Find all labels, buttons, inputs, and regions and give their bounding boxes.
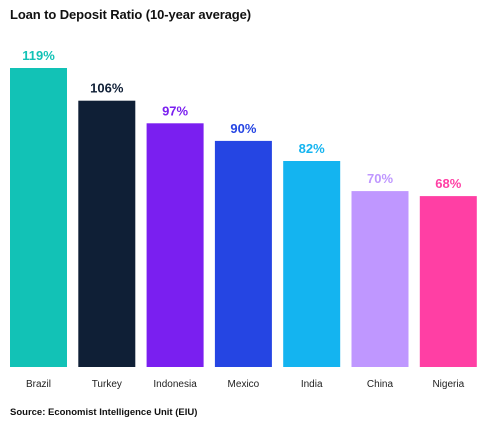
bars-group <box>10 68 477 367</box>
category-label-nigeria: Nigeria <box>432 379 464 390</box>
value-label-china: 70% <box>367 171 393 186</box>
value-label-brazil: 119% <box>22 48 55 63</box>
bar-turkey <box>78 100 136 367</box>
value-label-india: 82% <box>299 141 325 156</box>
value-label-nigeria: 68% <box>435 176 461 191</box>
category-labels-group: Brazil Turkey Indonesia Mexico India China Nig… <box>26 379 465 390</box>
value-label-indonesia: 97% <box>162 103 188 118</box>
bar-mexico <box>214 140 272 367</box>
category-label-china: China <box>367 379 394 390</box>
value-label-turkey: 106% <box>90 81 124 96</box>
category-label-mexico: Mexico <box>228 379 260 390</box>
value-label-mexico: 90% <box>230 121 256 136</box>
category-label-indonesia: Indonesia <box>153 379 197 390</box>
category-label-turkey: Turkey <box>92 379 122 390</box>
value-labels-group: 119% 106% 97% 90% 82% 70% 68% <box>22 48 462 191</box>
category-label-india: India <box>301 379 323 390</box>
bar-brazil <box>10 68 67 367</box>
source-note: Source: Economist Intelligence Unit (EIU… <box>10 407 198 418</box>
chart-title: Loan to Deposit Ratio (10-year average) <box>10 7 251 22</box>
bar-india <box>283 161 341 367</box>
bar-nigeria <box>419 196 477 367</box>
bar-indonesia <box>146 123 204 367</box>
category-label-brazil: Brazil <box>26 379 51 390</box>
bar-china <box>351 191 409 367</box>
